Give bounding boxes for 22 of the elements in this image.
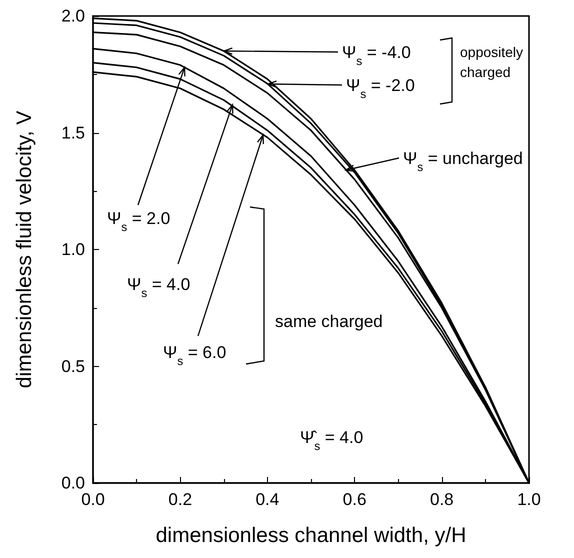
annotation: oppositely charged [460, 44, 524, 80]
x-tick-label: 0.0 [81, 490, 105, 509]
x-axis-title: dimensionless channel width, y/H [156, 524, 466, 547]
x-tick-label: 0.2 [168, 490, 192, 509]
y-tick-label: 1.0 [61, 240, 85, 259]
y-tick-label: 1.5 [61, 123, 85, 142]
x-tick-label: 0.6 [342, 490, 366, 509]
annotation: Ψ$_{s}$ = 6.0 [163, 343, 226, 368]
y-tick-label: 0.5 [61, 356, 85, 376]
annotation: Ψ$_{s}$ = uncharged [403, 149, 523, 174]
annotation: Ψ$_{s}$ = -4.0 [342, 43, 411, 68]
annotation: same charged [275, 312, 383, 331]
y-axis-title: dimensionless fluid velocity, V [13, 110, 36, 388]
annotation: Ψ$_{s}$ = 4.0 [127, 275, 190, 300]
x-tick-label: 0.8 [430, 490, 454, 509]
annotation: Ψ$_{s}$ = 2.0 [107, 209, 170, 234]
x-tick-label: 0.4 [256, 490, 280, 509]
x-tick-label: 1.0 [517, 490, 541, 509]
annotation: Ψ$_{s}$ = -2.0 [346, 76, 415, 101]
y-tick-label: 0.0 [61, 474, 85, 492]
annotation: Ψ̂$_{s}$ = 4.0 [300, 428, 364, 453]
y-tick-label: 2.0 [61, 6, 85, 26]
